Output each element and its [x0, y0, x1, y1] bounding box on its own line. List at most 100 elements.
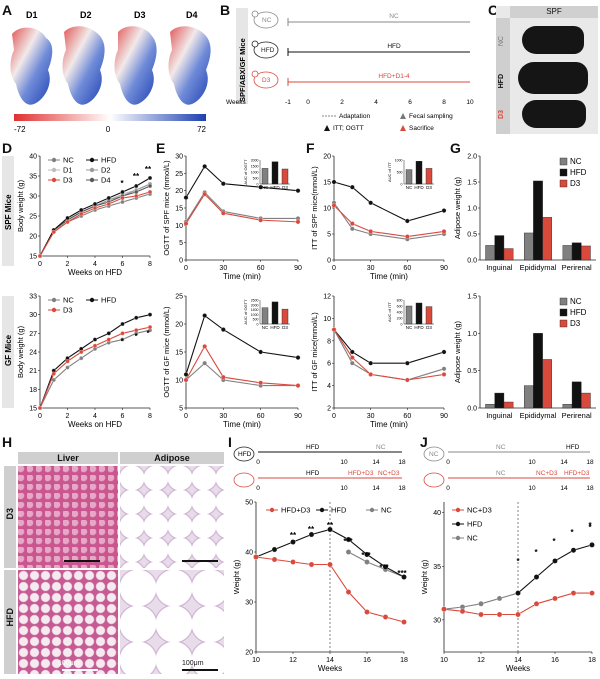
data-point [258, 380, 264, 386]
data-point [295, 219, 301, 225]
y-tick-label: 25 [175, 294, 183, 301]
data-point [364, 559, 370, 565]
y-tick-label: 0.5 [467, 232, 477, 239]
legend-label: NC [63, 296, 74, 305]
inset-tick-label: 500 [253, 318, 259, 322]
timeline-j-bottom: NC NC+D3 HFD+D3 0 10 14 18 [423, 470, 594, 492]
data-point [349, 349, 355, 355]
data-point [331, 203, 337, 208]
inset-tick-label: 0 [257, 323, 259, 327]
mouse-hfd-icon: HFD [251, 40, 279, 59]
legend-label: HFD [101, 296, 117, 305]
scale-max: 72 [197, 125, 206, 134]
svg-text:NC: NC [262, 17, 272, 24]
data-point [404, 218, 410, 224]
inset-category-label: NC [262, 325, 269, 330]
data-point [290, 539, 296, 545]
data-point [459, 608, 466, 615]
y-tick-label: 50 [245, 500, 253, 507]
y-tick-label: 20 [323, 154, 331, 161]
protein-surface-d3 [114, 26, 157, 105]
weight-switch-chart-i: 20 30 40 50 10 12 14 16 18 Weeks Weight (g) HFD+D3 H… [232, 500, 408, 674]
y-tick-label: 40 [29, 154, 37, 161]
data-point [51, 229, 56, 235]
significance-star: * [570, 528, 574, 537]
x-tick-label: 60 [257, 413, 265, 420]
data-point [92, 337, 98, 342]
scale-bar-liver-d3 [64, 560, 100, 562]
data-point [401, 619, 407, 625]
svg-text:18: 18 [586, 485, 594, 492]
y-tick-label: 15 [29, 254, 37, 261]
y-tick-label: 15 [175, 206, 183, 213]
inset-tick-label: 200 [397, 317, 403, 321]
x-axis-label: Weeks [506, 664, 530, 673]
y-tick-label: 20 [175, 322, 183, 329]
data-point [327, 561, 333, 568]
svg-text:0: 0 [256, 459, 260, 466]
legend-marker [369, 507, 375, 513]
week-tick: 4 [374, 99, 378, 106]
data-point [349, 360, 355, 366]
adipose-gf-chart: 0.0 0.5 1.0 1.5 Adipose weight (g) Inguinal Ep… [453, 294, 596, 420]
y-tick-label: 5 [179, 240, 183, 247]
inset-bar-hfd [415, 302, 423, 325]
legend-label: D3 [570, 179, 581, 188]
data-point [92, 205, 98, 211]
inset-y-label: AUC of OGTT [243, 159, 248, 185]
y-tick-label: 2.0 [467, 154, 477, 161]
data-point [271, 556, 278, 563]
potential-scale-bar [14, 114, 206, 121]
data-point [368, 372, 374, 377]
data-point [349, 226, 355, 232]
inset-tick-label: 1500 [251, 165, 259, 169]
bar-epididymal-hfd [533, 333, 543, 409]
mouse-nc-icon: NC [251, 10, 279, 29]
bar-perirenal-nc [562, 245, 573, 261]
svg-text:NC: NC [376, 444, 386, 451]
x-tick-label: 0 [38, 261, 42, 268]
x-tick-label: 2 [66, 413, 70, 420]
svg-text:14: 14 [372, 459, 380, 466]
x-tick-label: 6 [121, 261, 125, 268]
data-point [441, 606, 447, 612]
inset-tick-label: 2500 [251, 299, 259, 303]
y-tick-label: 1.0 [467, 206, 477, 213]
legend-label: NC [381, 506, 392, 515]
data-point [441, 208, 447, 213]
inset-bar-nc [405, 169, 413, 185]
significance-star: ** [327, 521, 334, 530]
series-line-d3 [185, 193, 299, 224]
svg-text:14: 14 [560, 459, 568, 466]
y-axis-label: Adipose weight (g) [453, 176, 462, 239]
data-point [147, 324, 153, 330]
data-point [589, 542, 595, 548]
data-point [345, 549, 352, 555]
y-tick-label: 0 [179, 258, 183, 265]
bar-perirenal-hfd [571, 242, 582, 261]
svg-text:18: 18 [398, 485, 406, 492]
data-point [253, 554, 259, 560]
inset-tick-label: 0 [257, 183, 259, 187]
legend-marker [51, 177, 57, 183]
y-tick-label: 2 [327, 406, 331, 413]
panel-letter-c: C [488, 2, 499, 18]
data-point [106, 331, 111, 336]
significance-star: * [134, 332, 138, 341]
legend-swatch [559, 157, 568, 166]
data-point [515, 590, 521, 596]
panel-j: NC NC HFD 0 10 14 18 NC NC+D3 HFD+D3 0 1… [420, 444, 596, 673]
photo-label-d3: D3 [498, 110, 505, 119]
data-point [552, 558, 558, 564]
timeline-j-top: NC NC HFD 0 10 14 18 [423, 444, 594, 466]
data-point [345, 536, 352, 543]
row-label-hfd: HFD [5, 608, 15, 627]
data-point [349, 184, 355, 190]
data-point [533, 601, 540, 607]
legend-marker [89, 297, 95, 303]
series-line-d3 [185, 345, 299, 387]
panel-letter-a: A [2, 2, 13, 18]
bar-inguinal-nc [485, 245, 495, 261]
y-axis-label: ITT of GF mice(mmol/L) [310, 312, 319, 392]
legend-label: NC [63, 156, 74, 165]
